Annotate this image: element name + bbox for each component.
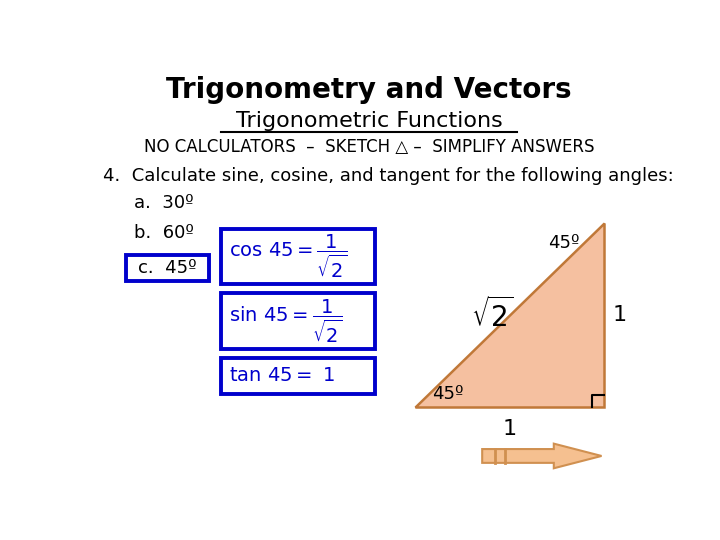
Text: Trigonometric Functions: Trigonometric Functions: [235, 111, 503, 131]
Text: b.  60º: b. 60º: [134, 224, 194, 242]
Text: $\mathrm{cos\ 45} = \dfrac{1}{\sqrt{2}}$: $\mathrm{cos\ 45} = \dfrac{1}{\sqrt{2}}$: [229, 233, 348, 280]
FancyBboxPatch shape: [126, 255, 209, 281]
FancyBboxPatch shape: [221, 229, 375, 284]
FancyBboxPatch shape: [221, 294, 375, 349]
Text: 1: 1: [503, 419, 516, 439]
Text: $\mathrm{tan\ 45 =\ 1}$: $\mathrm{tan\ 45 =\ 1}$: [229, 366, 335, 386]
Text: $\sqrt{2}$: $\sqrt{2}$: [471, 297, 514, 333]
Text: 1: 1: [612, 305, 626, 325]
Polygon shape: [482, 444, 601, 468]
Text: Trigonometry and Vectors: Trigonometry and Vectors: [166, 76, 572, 104]
Text: NO CALCULATORS  –  SKETCH △ –  SIMPLIFY ANSWERS: NO CALCULATORS – SKETCH △ – SIMPLIFY ANS…: [144, 138, 594, 156]
Text: 4.  Calculate sine, cosine, and tangent for the following angles:: 4. Calculate sine, cosine, and tangent f…: [102, 167, 673, 185]
Text: $\mathrm{sin\ 45} = \dfrac{1}{\sqrt{2}}$: $\mathrm{sin\ 45} = \dfrac{1}{\sqrt{2}}$: [229, 298, 343, 345]
Text: 45º: 45º: [432, 386, 463, 403]
Text: a.  30º: a. 30º: [134, 194, 194, 212]
Text: c.  45º: c. 45º: [138, 259, 197, 277]
Text: 45º: 45º: [548, 234, 580, 252]
FancyBboxPatch shape: [221, 358, 375, 394]
Polygon shape: [415, 222, 604, 408]
